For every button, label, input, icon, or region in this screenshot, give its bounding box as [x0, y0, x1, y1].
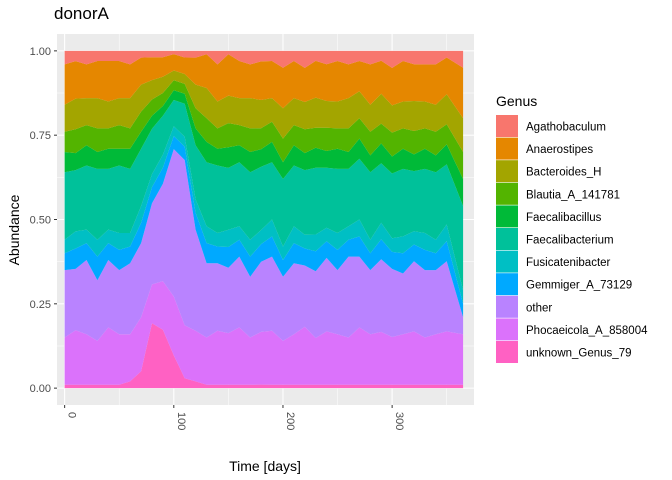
x-axis-title: Time [days]: [229, 458, 301, 474]
legend-label-bacteroides-h: Bacteroides_H: [526, 167, 601, 179]
legend-key-phocaeicola-a-858004: [496, 318, 518, 341]
area-series: [64, 50, 464, 389]
area-faecalibacterium: [64, 100, 464, 291]
legend-key-blautia-a-141781: [496, 182, 518, 205]
y-tick-label: 0.50: [30, 215, 51, 227]
legend-label-faecalibacillus: Faecalibacillus: [526, 212, 602, 224]
area-agathobaculum: [64, 50, 464, 68]
legend-label-phocaeicola-a-858004: Phocaeicola_A_858004: [526, 325, 648, 337]
area-phocaeicola-a-858004: [64, 281, 464, 385]
legend-key-anaerostipes: [496, 137, 518, 160]
y-tick-label: 0.75: [30, 130, 51, 142]
y-tick-label: 1.00: [30, 46, 51, 58]
y-tick-label: 0.25: [30, 299, 51, 311]
y-axis-title: Abundance: [6, 194, 22, 265]
x-tick-label: 300: [393, 412, 405, 430]
legend: Agathobaculum Anaerostipes Bacteroides_H Bl…: [496, 115, 648, 363]
legend-label-agathobaculum: Agathobaculum: [526, 122, 606, 134]
legend-label-fusicatenibacter: Fusicatenibacter: [526, 257, 611, 269]
x-tick-label: 200: [284, 412, 296, 430]
area-other: [64, 149, 464, 341]
area-bacteroides-h: [64, 70, 464, 152]
legend-label-unknown-genus-79: unknown_Genus_79: [526, 348, 632, 360]
legend-label-anaerostipes: Anaerostipes: [526, 144, 593, 156]
legend-key-other: [496, 295, 518, 318]
area-gemmiger-a-73129: [64, 136, 464, 318]
y-tick-label: 0.00: [30, 383, 51, 395]
y-axis: 0.00 0.25 0.50 0.75 1.00: [30, 46, 57, 395]
area-faecalibacillus: [64, 90, 464, 206]
legend-key-agathobaculum: [496, 115, 518, 137]
x-tick-label: 0: [66, 412, 78, 418]
area-unknown-genus-79: [64, 323, 464, 389]
legend-key-unknown-genus-79: [496, 341, 518, 363]
legend-title: Genus: [496, 93, 537, 109]
x-tick-label: 100: [175, 412, 187, 430]
legend-label-blautia-a-141781: Blautia_A_141781: [526, 189, 620, 201]
legend-key-bacteroides-h: [496, 160, 518, 183]
area-blautia-a-141781: [64, 80, 464, 179]
legend-label-gemmiger-a-73129: Gemmiger_A_73129: [526, 280, 632, 292]
chart-title: donorA: [54, 4, 109, 23]
legend-key-faecalibacillus: [496, 205, 518, 228]
legend-key-fusicatenibacter: [496, 250, 518, 273]
legend-label-faecalibacterium: Faecalibacterium: [526, 235, 614, 247]
x-axis: 0 100 200 300: [64, 405, 405, 430]
legend-key-gemmiger-a-73129: [496, 273, 518, 296]
legend-label-other: other: [526, 302, 552, 314]
legend-key-faecalibacterium: [496, 228, 518, 250]
area-anaerostipes: [64, 54, 464, 119]
